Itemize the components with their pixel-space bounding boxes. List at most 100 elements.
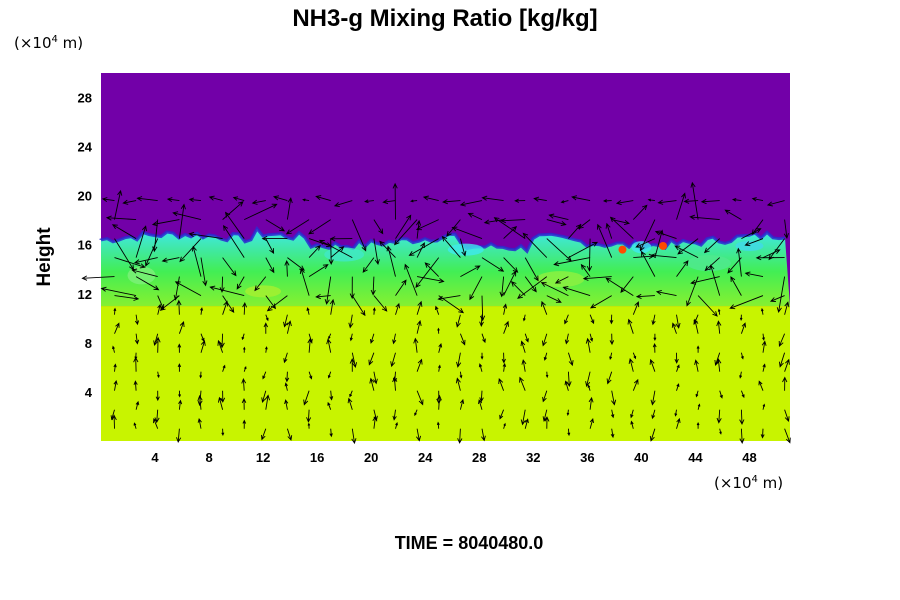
wind-arrow bbox=[152, 219, 159, 253]
wind-arrow bbox=[766, 200, 785, 207]
y-tick-label: 20 bbox=[78, 189, 92, 204]
y-unit-prefix: (×10 bbox=[14, 34, 52, 52]
wind-arrow bbox=[524, 418, 529, 429]
wind-arrow bbox=[222, 257, 237, 277]
wind-arrow bbox=[760, 307, 764, 315]
y-unit-exp: 4 bbox=[52, 34, 58, 45]
wind-arrow bbox=[308, 245, 321, 258]
wind-arrow bbox=[456, 352, 462, 368]
wind-arrow bbox=[113, 363, 117, 372]
wind-arrow bbox=[609, 352, 613, 360]
wind-arrow bbox=[422, 195, 439, 202]
wind-arrow bbox=[373, 295, 388, 312]
wind-arrow bbox=[649, 358, 656, 372]
wind-arrow bbox=[221, 428, 225, 437]
wind-arrow bbox=[651, 409, 656, 420]
wind-arrow bbox=[717, 308, 721, 315]
wind-arrow bbox=[714, 352, 721, 366]
wind-vectors bbox=[81, 181, 791, 445]
wind-arrow bbox=[741, 228, 762, 240]
wind-arrow bbox=[222, 295, 235, 314]
wind-arrow bbox=[166, 197, 180, 202]
wind-arrow bbox=[676, 417, 681, 429]
wind-arrow bbox=[542, 409, 548, 422]
wind-arrow bbox=[122, 199, 137, 205]
wind-arrow bbox=[761, 340, 767, 353]
wind-arrow bbox=[188, 231, 223, 240]
wind-arrow bbox=[434, 305, 440, 315]
wind-arrow bbox=[676, 260, 689, 277]
wind-arrow bbox=[609, 314, 614, 325]
wind-arrow bbox=[562, 286, 591, 297]
color-patch bbox=[686, 255, 731, 272]
wind-arrow bbox=[647, 198, 655, 202]
wind-arrow bbox=[114, 295, 140, 301]
wind-arrow bbox=[635, 293, 655, 300]
wind-arrow bbox=[179, 238, 202, 263]
wind-arrow bbox=[114, 189, 123, 220]
wind-arrow bbox=[674, 409, 678, 417]
wind-arrow bbox=[566, 371, 572, 388]
y-tick-labels: 4 8 12 16 20 24 28 bbox=[78, 91, 93, 400]
wind-arrow bbox=[724, 209, 742, 220]
x-tick-label: 44 bbox=[688, 450, 703, 465]
wind-arrow bbox=[286, 320, 292, 334]
x-tick-label: 12 bbox=[256, 450, 270, 465]
wind-arrow bbox=[782, 376, 788, 391]
wind-arrow bbox=[242, 419, 247, 429]
wind-arrow bbox=[351, 295, 366, 317]
wind-arrow bbox=[628, 357, 634, 372]
wind-arrow bbox=[351, 219, 367, 252]
color-patch bbox=[324, 247, 365, 262]
wind-arrow bbox=[478, 399, 483, 410]
wind-arrow bbox=[373, 371, 378, 385]
wind-arrow bbox=[176, 299, 182, 315]
wind-arrow bbox=[596, 223, 613, 258]
wind-arrow bbox=[740, 352, 744, 360]
x-tick-label: 32 bbox=[526, 450, 540, 465]
x-tick-label: 48 bbox=[742, 450, 756, 465]
wind-arrow bbox=[438, 343, 443, 353]
wind-arrow bbox=[503, 320, 509, 334]
wind-arrow bbox=[222, 300, 229, 315]
wind-arrow bbox=[784, 301, 790, 315]
wind-arrow bbox=[351, 428, 357, 445]
wind-arrow bbox=[632, 301, 640, 315]
wind-arrow bbox=[544, 416, 550, 429]
wind-arrow bbox=[145, 238, 159, 267]
wind-arrow bbox=[493, 217, 526, 239]
wind-arrow bbox=[241, 333, 245, 341]
wind-arrow bbox=[459, 398, 465, 410]
y-tick-label: 24 bbox=[78, 140, 93, 155]
wind-arrow bbox=[261, 235, 288, 242]
wind-arrow bbox=[524, 276, 537, 293]
wind-arrow bbox=[560, 200, 569, 204]
wind-arrow bbox=[349, 333, 353, 342]
wind-arrow bbox=[510, 281, 526, 296]
wind-arrow bbox=[589, 418, 594, 429]
wind-arrow bbox=[657, 199, 677, 205]
wind-arrow bbox=[134, 352, 138, 360]
wind-arrow bbox=[519, 376, 526, 391]
wind-arrow bbox=[697, 403, 701, 410]
wind-arrow bbox=[151, 219, 180, 227]
wind-arrow bbox=[101, 197, 115, 202]
wind-arrow bbox=[333, 200, 353, 208]
wind-arrow bbox=[719, 390, 723, 399]
wind-arrow bbox=[306, 409, 312, 423]
wind-arrow bbox=[328, 333, 332, 340]
wind-arrow bbox=[172, 211, 202, 221]
wind-arrow bbox=[131, 268, 158, 278]
wind-arrow bbox=[731, 197, 742, 202]
wind-arrow bbox=[404, 263, 418, 296]
wind-arrow bbox=[694, 359, 699, 372]
wind-arrow bbox=[762, 363, 766, 372]
wind-arrow bbox=[111, 224, 137, 239]
wind-arrow bbox=[199, 371, 203, 379]
x-unit-prefix: (×10 bbox=[714, 474, 752, 492]
wind-arrow bbox=[719, 428, 722, 435]
wind-arrow bbox=[437, 327, 440, 334]
wind-arrow bbox=[502, 303, 508, 315]
time-label: TIME = 8040480.0 bbox=[395, 533, 544, 553]
wind-arrow bbox=[695, 390, 699, 398]
